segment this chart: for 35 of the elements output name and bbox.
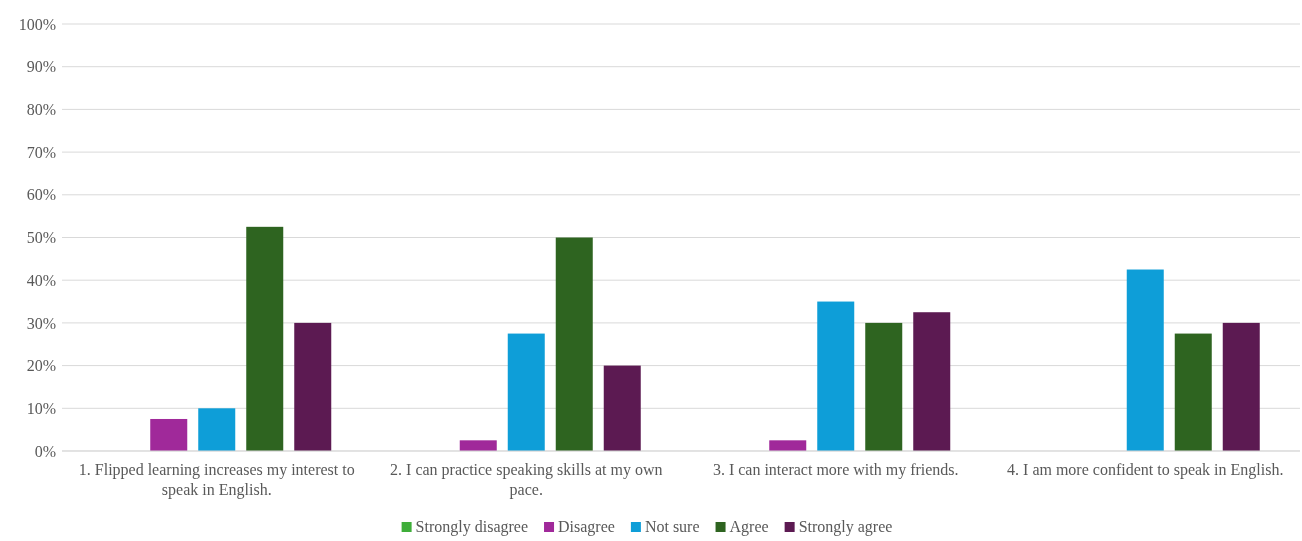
legend-label: Disagree bbox=[558, 518, 615, 536]
y-tick-label: 0% bbox=[34, 442, 56, 460]
bar bbox=[1174, 333, 1212, 451]
x-tick-label: 3. I can interact more with my friends. bbox=[712, 461, 959, 479]
y-tick-label: 50% bbox=[26, 229, 56, 247]
y-tick-label: 20% bbox=[26, 357, 56, 375]
x-tick-label: 4. I am more confident to speak in English. bbox=[1007, 461, 1284, 479]
bar bbox=[294, 322, 332, 451]
bar bbox=[817, 301, 855, 451]
bar bbox=[1222, 322, 1260, 451]
y-tick-label: 60% bbox=[26, 186, 56, 204]
legend-label: Strongly disagree bbox=[415, 518, 529, 536]
legend-label: Not sure bbox=[644, 518, 700, 535]
y-tick-label: 10% bbox=[26, 399, 56, 417]
bar bbox=[459, 440, 497, 451]
legend-label: Agree bbox=[729, 518, 769, 536]
x-tick-label: 2. I can practice speaking skills at my own pace. bbox=[390, 461, 663, 499]
legend-label: Strongly agree bbox=[798, 518, 893, 536]
bar bbox=[603, 365, 641, 451]
bar bbox=[865, 322, 903, 451]
y-tick-label: 80% bbox=[26, 101, 56, 118]
bar bbox=[913, 312, 951, 451]
bar bbox=[555, 237, 593, 451]
bar bbox=[246, 226, 284, 451]
y-tick-label: 90% bbox=[26, 58, 56, 76]
bar bbox=[507, 333, 545, 451]
bar bbox=[1126, 269, 1164, 451]
y-tick-label: 40% bbox=[26, 271, 56, 289]
y-tick-label: 30% bbox=[26, 314, 56, 332]
y-tick-label: 70% bbox=[26, 143, 56, 161]
bar bbox=[769, 440, 807, 451]
y-tick-label: 100% bbox=[18, 15, 56, 33]
x-tick-label: 1. Flipped learning increases my interest to speak in English. bbox=[78, 461, 355, 499]
bar bbox=[150, 418, 188, 451]
bar bbox=[198, 408, 236, 451]
